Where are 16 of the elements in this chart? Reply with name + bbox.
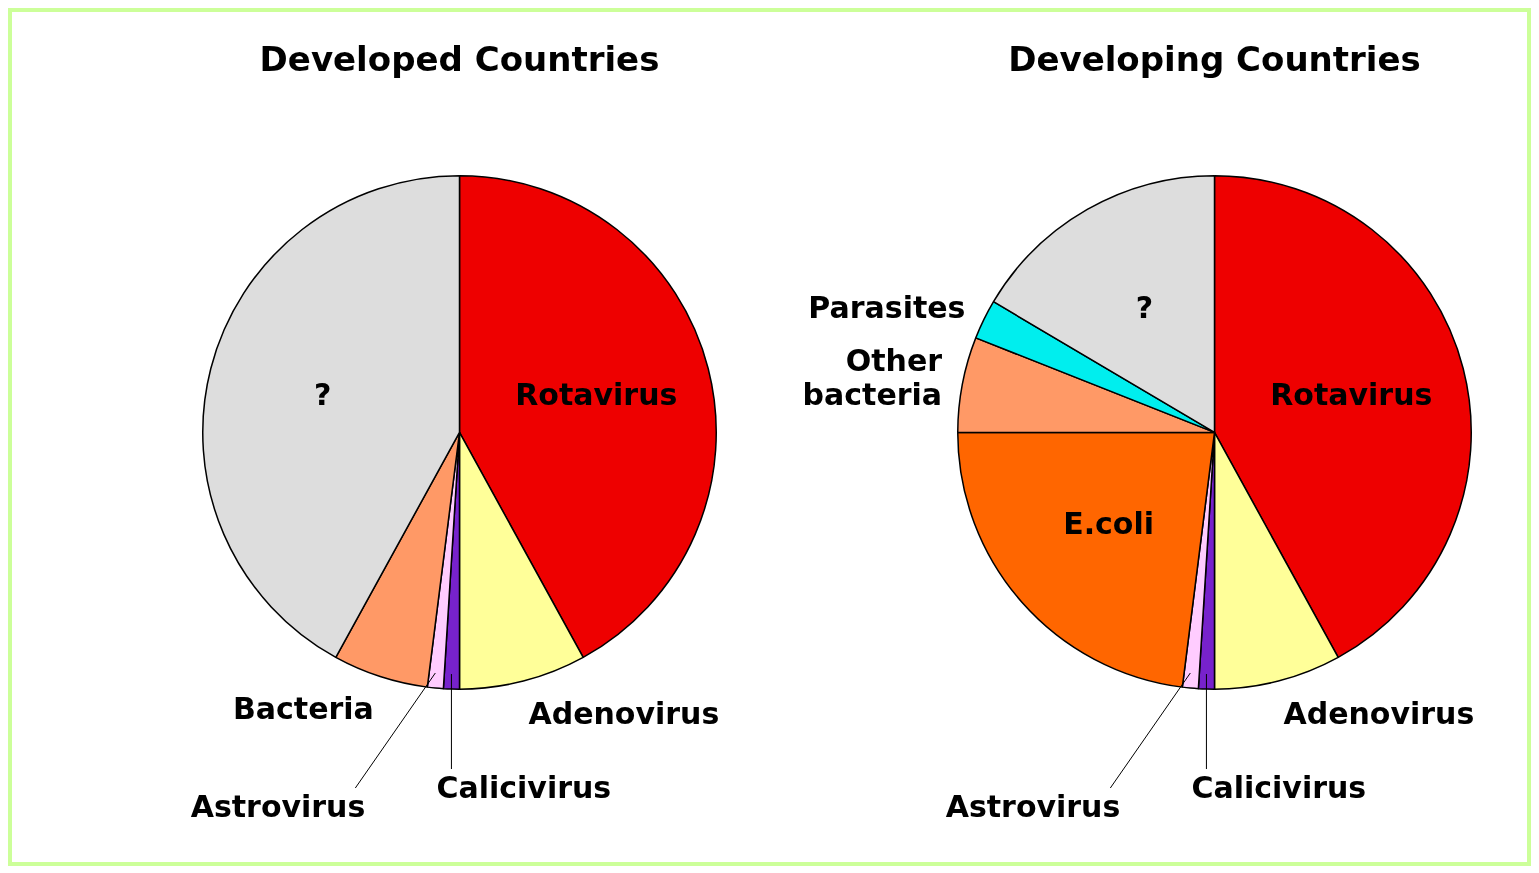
slice-label: Astrovirus [190, 788, 366, 824]
slice-label: Adenovirus [528, 695, 720, 731]
chart-title: Developing Countries [1008, 39, 1421, 80]
slice-label: E.coli [1063, 505, 1154, 541]
slice-label: Calicivirus [1191, 769, 1367, 805]
slice-label: Rotavirus [515, 377, 678, 413]
slice-label: Calicivirus [436, 769, 612, 805]
slice-label: Parasites [808, 290, 966, 326]
slice-label: Astrovirus [945, 788, 1121, 824]
slice-label: Rotavirus [1270, 377, 1433, 413]
slice-label: Other bacteria [802, 343, 943, 413]
slice-label: ? [314, 377, 332, 413]
slice-label: Adenovirus [1283, 695, 1475, 731]
chart-title: Developed Countries [259, 39, 660, 80]
slice-label: Bacteria [232, 690, 374, 726]
slice-label: ? [1135, 289, 1154, 325]
